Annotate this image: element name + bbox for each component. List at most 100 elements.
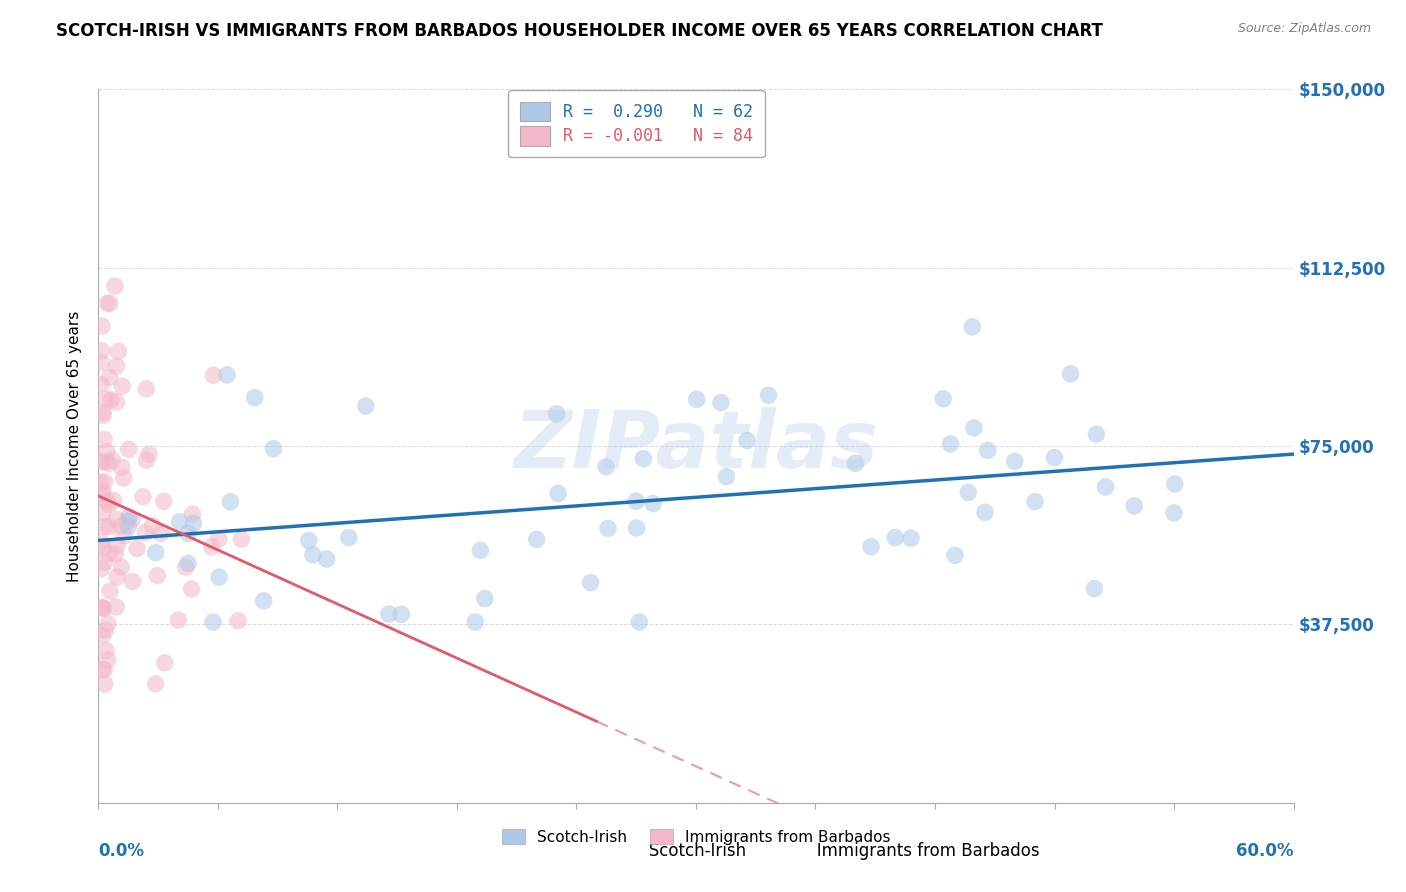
Point (125, 541, 148, 556)
Point (378, 607, 401, 621)
Point (105, 570, 128, 584)
Point (474, 591, 496, 606)
Point (105, 512, 128, 526)
Point (685, 392, 707, 407)
Point (167, 613, 190, 627)
Point (626, 494, 648, 508)
Point (96, 296, 118, 310)
Point (94, 643, 117, 657)
Point (1085, 427, 1108, 442)
Point (243, 391, 266, 405)
Point (90, 377, 112, 392)
Point (91, 663, 114, 677)
Point (202, 368, 225, 383)
Point (132, 490, 155, 504)
Point (134, 525, 156, 540)
Point (579, 575, 602, 590)
Point (298, 533, 321, 548)
Point (226, 614, 249, 628)
Point (153, 656, 176, 670)
Point (90, 535, 112, 549)
Point (111, 460, 134, 475)
Text: SCOTCH-IRISH VS IMMIGRANTS FROM BARBADOS HOUSEHOLDER INCOME OVER 65 YEARS CORREL: SCOTCH-IRISH VS IMMIGRANTS FROM BARBADOS… (56, 22, 1104, 40)
Point (97, 616, 120, 631)
Point (112, 529, 135, 543)
Point (735, 434, 758, 448)
Point (94, 455, 117, 469)
Point (91, 486, 114, 500)
Point (943, 549, 966, 563)
Text: Source: ZipAtlas.com: Source: ZipAtlas.com (1237, 22, 1371, 36)
Point (177, 526, 200, 541)
Point (121, 512, 143, 526)
Point (105, 359, 128, 374)
Point (710, 395, 733, 409)
Point (90, 343, 112, 358)
Point (626, 521, 648, 535)
Point (91, 406, 114, 420)
Point (110, 519, 132, 533)
Point (628, 615, 651, 629)
Point (174, 560, 197, 574)
Text: 60.0%: 60.0% (1236, 842, 1294, 860)
Point (595, 459, 617, 474)
Point (1094, 480, 1116, 494)
Point (93, 475, 115, 489)
Point (183, 516, 205, 531)
Point (91, 409, 114, 423)
Point (90, 454, 112, 468)
Point (103, 493, 125, 508)
Point (217, 368, 239, 382)
Point (263, 442, 285, 456)
Point (976, 443, 998, 458)
Point (884, 531, 907, 545)
Point (643, 497, 665, 511)
Point (98, 457, 121, 471)
Point (150, 526, 173, 541)
Point (93, 601, 115, 615)
Point (93, 555, 115, 569)
Text: Immigrants from Barbados: Immigrants from Barbados (779, 842, 1039, 860)
Point (1024, 494, 1046, 508)
Point (337, 531, 360, 545)
Point (301, 548, 323, 562)
Point (121, 574, 143, 589)
Point (596, 521, 619, 535)
Point (844, 456, 866, 470)
Point (112, 471, 135, 485)
Point (91, 601, 114, 615)
Point (117, 514, 139, 528)
Point (389, 607, 412, 622)
Point (1043, 450, 1066, 465)
Point (97, 498, 120, 512)
Point (960, 319, 983, 334)
Point (546, 407, 568, 421)
Point (201, 540, 224, 554)
Point (1163, 477, 1185, 491)
Point (97, 547, 120, 561)
Point (104, 547, 127, 561)
Point (118, 509, 141, 524)
Point (957, 485, 980, 500)
Point (98, 584, 121, 599)
Point (91, 319, 114, 334)
Point (91, 629, 114, 643)
Point (860, 540, 883, 554)
Point (118, 442, 141, 457)
Text: Scotch-Irish: Scotch-Irish (613, 842, 747, 860)
Point (716, 469, 738, 483)
Point (152, 494, 174, 508)
Point (94, 624, 117, 638)
Point (90, 356, 112, 370)
Point (526, 533, 548, 547)
Point (93, 519, 115, 533)
Point (354, 399, 377, 413)
Point (145, 545, 167, 559)
Point (135, 453, 157, 467)
Point (98, 370, 121, 384)
Point (105, 539, 128, 553)
Point (1059, 367, 1081, 381)
Point (97, 520, 120, 534)
Point (470, 543, 492, 558)
Point (141, 518, 163, 533)
